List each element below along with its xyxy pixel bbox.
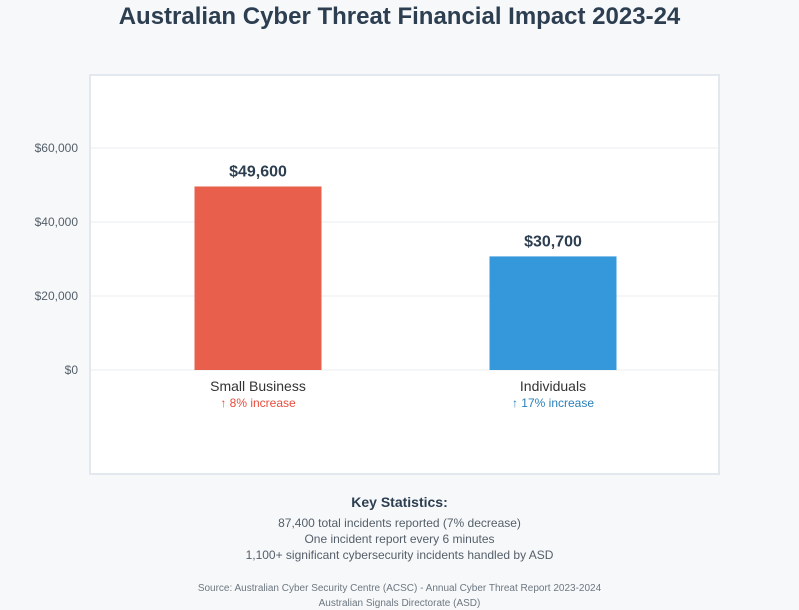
- key-statistic-3: 1,100+ significant cybersecurity inciden…: [245, 548, 554, 562]
- bar-individuals: [489, 256, 617, 370]
- grid-lines: [91, 147, 719, 371]
- y-tick-label: $20,000: [35, 289, 79, 303]
- y-tick-label: $40,000: [35, 215, 79, 229]
- bar-labels: $49,600 Small Business ↑ 8% increase $30,70…: [210, 163, 594, 410]
- key-statistics-heading: Key Statistics:: [351, 494, 448, 510]
- change-label: ↑ 17% increase: [512, 396, 594, 410]
- source-organization: Australian Signals Directorate (ASD): [318, 598, 481, 609]
- y-axis-ticks: $0 $20,000 $40,000 $60,000: [35, 141, 79, 377]
- value-label: $49,600: [229, 163, 287, 180]
- chart-title: Australian Cyber Threat Financial Impact…: [118, 3, 681, 30]
- key-statistic-1: 87,400 total incidents reported (7% decr…: [278, 516, 521, 530]
- category-label: Individuals: [520, 378, 586, 394]
- change-label: ↑ 8% increase: [220, 396, 296, 410]
- bars: [194, 186, 617, 370]
- y-tick-label: $0: [65, 363, 79, 377]
- category-label: Small Business: [210, 378, 306, 394]
- y-tick-label: $60,000: [35, 141, 79, 155]
- source-citation: Source: Australian Cyber Security Centre…: [197, 583, 602, 594]
- value-label: $30,700: [524, 233, 582, 250]
- key-statistic-2: One incident report every 6 minutes: [304, 532, 495, 546]
- bar-small-business: [194, 186, 322, 370]
- bar-chart: $0 $20,000 $40,000 $60,000 $49,600 Small Bus…: [35, 141, 719, 410]
